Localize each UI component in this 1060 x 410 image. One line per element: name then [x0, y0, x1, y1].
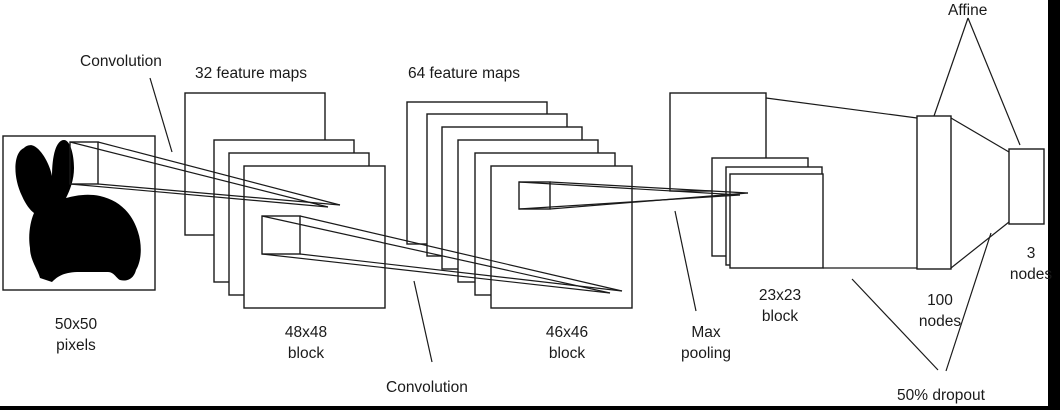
- max-pooling-label: Max pooling: [666, 322, 746, 364]
- block-46-unit: block: [548, 345, 586, 362]
- output-layer-nodes: [1008, 148, 1045, 225]
- affine-pointer: [933, 17, 1021, 146]
- maps64-kernel-window: [518, 181, 551, 210]
- hidden-nodes-unit: nodes: [918, 313, 962, 330]
- hidden-nodes-label: 100 nodes: [905, 290, 975, 332]
- projection-maps32-to-maps64: [261, 215, 623, 294]
- input-size-unit: pixels: [56, 337, 96, 354]
- block-48-unit: block: [287, 345, 325, 362]
- max-pooling-line-2: pooling: [681, 345, 731, 362]
- feature-maps-32-label: 32 feature maps: [195, 65, 308, 82]
- rabbit-silhouette-icon: [15, 140, 141, 282]
- dropout-pointer: [851, 232, 992, 372]
- block-23-unit: block: [761, 308, 799, 325]
- max-pooling-line-1: Max: [691, 324, 721, 341]
- projection-maps64-to-pooled: [518, 181, 749, 210]
- maps32-kernel-window: [261, 215, 301, 255]
- projection-input-to-maps32: [69, 141, 341, 208]
- convolution-2-pointer: [413, 280, 433, 363]
- convolution-1-label: Convolution: [80, 53, 162, 70]
- output-nodes-count: 3: [1026, 245, 1036, 262]
- block-46-label: 46x46 block: [527, 322, 607, 364]
- output-nodes-label: 3 nodes: [1002, 243, 1060, 285]
- hidden-nodes-count: 100: [927, 292, 953, 309]
- feature-maps-64-stack: [406, 101, 633, 309]
- hidden-layer-nodes: [916, 115, 952, 270]
- output-nodes-unit: nodes: [1009, 266, 1053, 283]
- input-size-label: 50x50 pixels: [36, 314, 116, 356]
- pooled-maps-stack: [669, 92, 824, 269]
- block-23-label: 23x23 block: [740, 285, 820, 327]
- block-48-size: 48x48: [284, 324, 328, 341]
- block-23-size: 23x23: [758, 287, 802, 304]
- max-pooling-pointer: [674, 210, 697, 312]
- connections-pooled-to-hidden: [765, 97, 918, 269]
- input-kernel-window: [69, 141, 99, 185]
- block-48-label: 48x48 block: [266, 322, 346, 364]
- affine-label: Affine: [948, 2, 988, 19]
- convolution-2-label: Convolution: [386, 379, 468, 396]
- convolution-1-pointer: [149, 77, 173, 153]
- input-size-value: 50x50: [54, 316, 98, 333]
- connections-hidden-to-output: [950, 117, 1010, 269]
- dropout-label: 50% dropout: [897, 387, 985, 404]
- feature-maps-64-label: 64 feature maps: [408, 65, 521, 82]
- block-46-size: 46x46: [545, 324, 589, 341]
